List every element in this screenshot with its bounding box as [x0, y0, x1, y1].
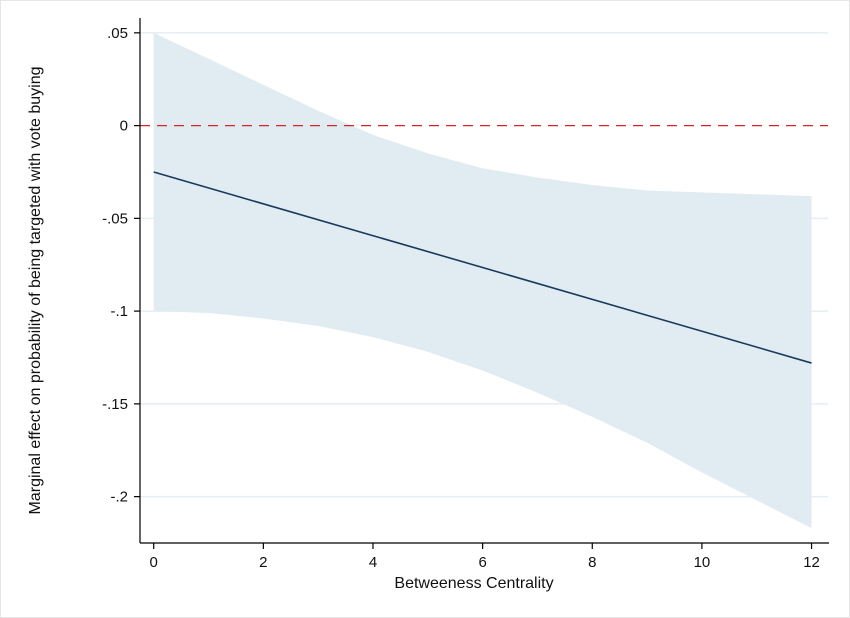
marginal-effect-line	[153, 171, 812, 364]
y-tick-label: -.1	[110, 303, 128, 320]
confidence-band	[153, 32, 812, 529]
x-tick-label: 8	[588, 554, 596, 571]
y-tick-label: -.05	[102, 210, 128, 227]
x-tick-label: 12	[803, 554, 820, 571]
y-axis-title: Marginal effect on probability of being …	[27, 67, 44, 515]
x-tick-label: 10	[694, 554, 711, 571]
y-tick-label: -.15	[102, 396, 128, 413]
x-tick-label: 2	[259, 554, 267, 571]
y-tick-label: -.2	[110, 489, 128, 506]
x-ticks: 0 2 4 6 8 10 12	[150, 543, 820, 571]
x-tick-label: 4	[369, 554, 377, 571]
y-ticks: .05 0 -.05 -.1 -.15 -.2	[102, 25, 140, 506]
x-tick-label: 0	[150, 554, 158, 571]
y-tick-label: 0	[120, 118, 128, 135]
y-tick-label: .05	[107, 25, 128, 42]
x-axis-title: Betweeness Centrality	[394, 575, 553, 592]
x-tick-label: 6	[478, 554, 486, 571]
